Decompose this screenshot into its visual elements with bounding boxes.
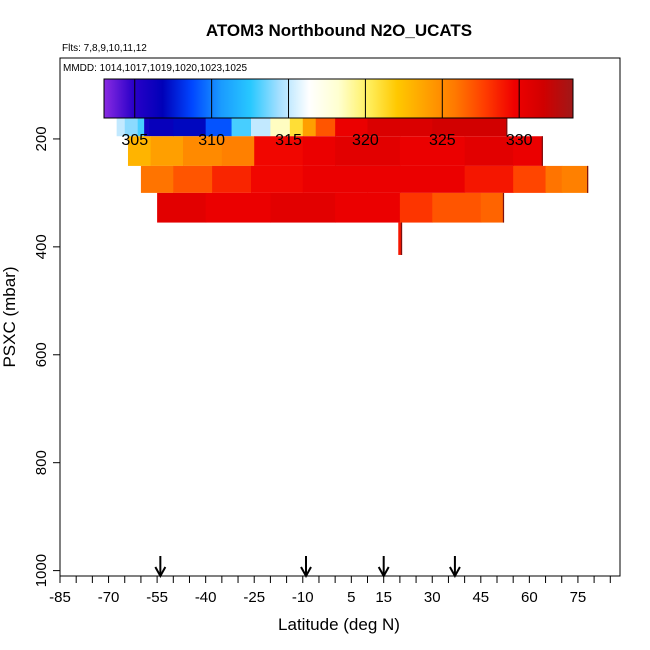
- colorbar: [103, 78, 574, 119]
- x-tick-label: -10: [292, 589, 314, 606]
- x-tick-label: 15: [375, 589, 392, 606]
- y-tick-label: 200: [33, 126, 50, 151]
- data-cell: [302, 165, 369, 193]
- data-cell: [116, 111, 126, 137]
- x-tick-label: -55: [146, 589, 168, 606]
- data-cell: [140, 165, 174, 193]
- x-tick-label: 5: [347, 589, 355, 606]
- data-cell: [464, 136, 514, 166]
- arrow-head: [449, 566, 461, 579]
- y-tick-label: 400: [33, 234, 50, 259]
- data-cell: [183, 136, 223, 166]
- x-tick-label: 45: [472, 589, 489, 606]
- arrow-head: [154, 566, 167, 579]
- data-cell: [367, 165, 401, 193]
- x-tick-label: -70: [98, 589, 120, 606]
- data-cell: [127, 136, 152, 166]
- data-cell: [513, 165, 547, 193]
- x-tick-label: 75: [570, 589, 587, 606]
- data-cell: [399, 192, 433, 223]
- colorbar-tick-label: 310: [198, 132, 225, 149]
- y-axis-label: PSXC (mbar): [0, 266, 19, 367]
- data-cell: [254, 136, 304, 166]
- x-axis: -85 -70 -55 -40 -25 -10 5 15 30 45 60 75: [49, 576, 611, 606]
- data-cell: [270, 192, 336, 223]
- data-cell: [212, 165, 252, 193]
- data-cell: [137, 111, 145, 137]
- colorbar-tick-label: 325: [429, 132, 456, 149]
- colorbar-ticks: 305 310 315 320 325 330: [121, 79, 533, 149]
- data-cell: [545, 165, 563, 193]
- plot-frame: [59, 57, 621, 577]
- x-tick-label: 60: [521, 589, 538, 606]
- data-cell: [335, 136, 401, 166]
- colorbar-tick-label: 305: [121, 132, 148, 149]
- data-cell: [399, 165, 466, 193]
- y-tick-label: 600: [33, 342, 50, 367]
- data-cell: [432, 192, 482, 223]
- data-cell: [513, 136, 543, 166]
- colorbar-tick-label: 330: [506, 132, 533, 149]
- latitude-arrows: [154, 556, 461, 579]
- data-cell: [157, 192, 207, 223]
- data-cell: [221, 136, 255, 166]
- arrow-head: [300, 566, 312, 579]
- dates-note: MMDD: 1014,1017,1019,1020,1023,1025: [63, 63, 247, 74]
- data-cell: [398, 222, 403, 255]
- colorbar-tick-label: 320: [352, 132, 379, 149]
- x-tick-label: -85: [49, 589, 71, 606]
- x-tick-label: 30: [424, 589, 441, 606]
- data-cell: [302, 136, 336, 166]
- data-cell: [205, 192, 272, 223]
- colorbar-tick-label: 315: [275, 132, 302, 149]
- flights-note: Flts: 7,8,9,10,11,12: [62, 43, 147, 54]
- data-cell: [480, 192, 505, 223]
- data-cell: [150, 136, 184, 166]
- data-cell: [335, 192, 401, 223]
- data-cell: [250, 165, 304, 193]
- data-cell: [144, 111, 150, 137]
- x-axis-label: Latitude (deg N): [278, 615, 400, 634]
- data-cell: [173, 165, 213, 193]
- chart-title: ATOM3 Northbound N2O_UCATS: [206, 21, 472, 40]
- data-cell: [464, 165, 514, 193]
- data-cell: [399, 136, 466, 166]
- y-tick-label: 1000: [33, 554, 50, 587]
- x-tick-label: -25: [243, 589, 265, 606]
- data-bands: [116, 111, 589, 255]
- x-tick-label: -40: [195, 589, 217, 606]
- y-tick-label: 800: [33, 450, 50, 475]
- data-cell: [561, 165, 589, 193]
- y-axis: 200 400 600 800 1000: [33, 126, 60, 587]
